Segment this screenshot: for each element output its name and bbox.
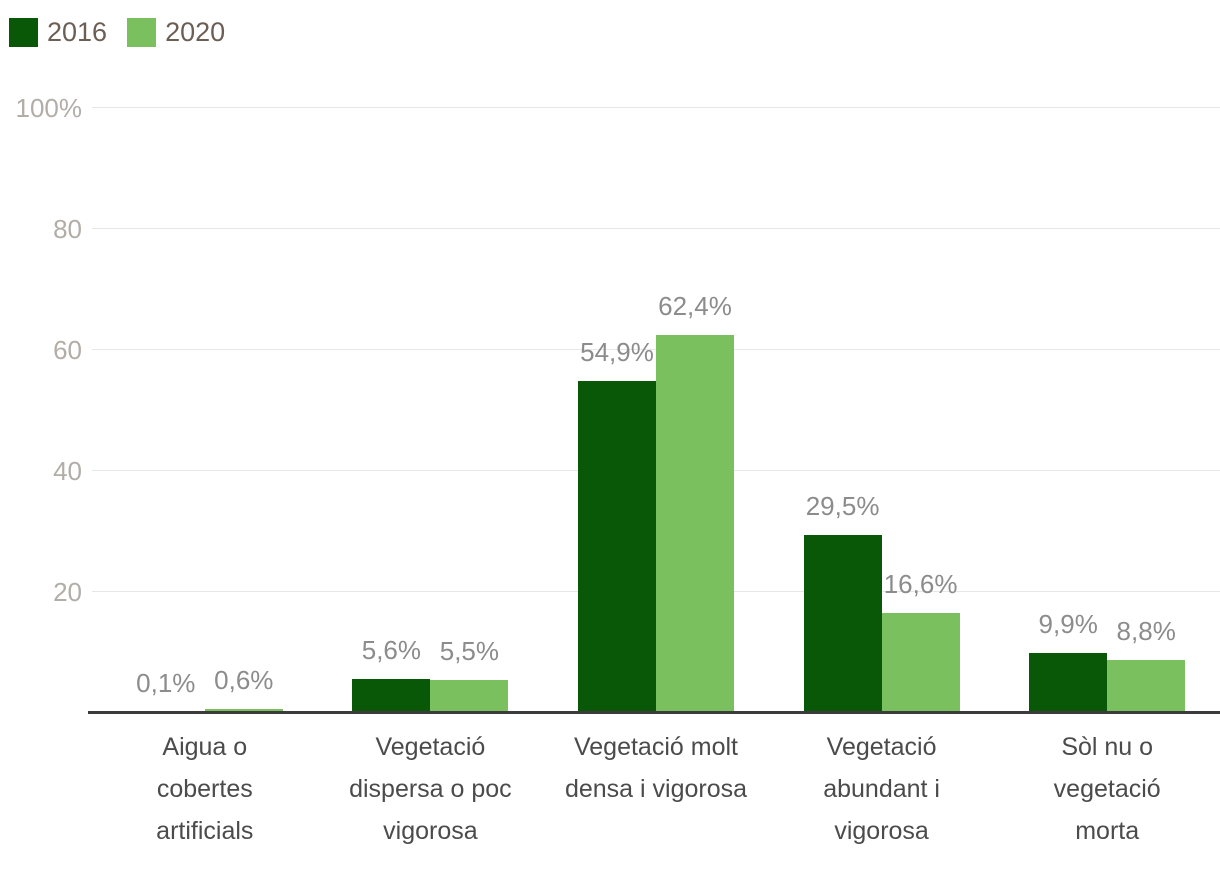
gridline-80 xyxy=(92,228,1220,229)
x-axis-line xyxy=(88,711,1220,714)
value-label-2016-5: 9,9% xyxy=(1038,609,1098,640)
bar-2020-4[interactable] xyxy=(881,612,960,713)
legend-item-2016: 2016 xyxy=(9,18,107,47)
value-label-2020-4: 16,6% xyxy=(883,568,958,599)
y-axis-label-60: 60 xyxy=(53,335,82,365)
legend-swatch-2016-icon xyxy=(9,18,38,47)
value-label-2016-4: 29,5% xyxy=(805,490,880,521)
legend-label-2016: 2016 xyxy=(47,17,108,47)
legend-swatch-2020-icon xyxy=(127,18,157,47)
bar-2020-3[interactable] xyxy=(656,335,734,713)
x-axis-label-5: Sòl nu o vegetació morta xyxy=(1053,733,1161,845)
legend-item-2020: 2020 xyxy=(127,18,225,47)
bar-2020-2[interactable] xyxy=(430,679,509,713)
value-label-2016-2: 5,6% xyxy=(361,635,422,666)
legend: 2016 2020 xyxy=(9,18,225,47)
value-label-2020-5: 8,8% xyxy=(1116,615,1176,646)
value-label-2016-1: 0,1% xyxy=(136,668,196,699)
bar-2020-5[interactable] xyxy=(1107,659,1186,713)
y-axis-label-80: 80 xyxy=(53,214,82,244)
legend-label-2020: 2020 xyxy=(165,17,226,47)
value-label-2020-1: 0,6% xyxy=(214,665,274,696)
x-axis-label-3: Vegetació molt densa i vigorosa xyxy=(564,733,748,803)
bar-2016-5[interactable] xyxy=(1029,653,1108,713)
y-axis-label-40: 40 xyxy=(53,456,82,486)
value-label-2020-2: 5,5% xyxy=(439,635,500,666)
x-axis-label-2: Vegetació dispersa o poc vigorosa xyxy=(349,733,512,845)
bar-2016-2[interactable] xyxy=(352,679,431,713)
bar-2016-4[interactable] xyxy=(803,534,882,713)
x-axis-label-1: Aigua o cobertes artificials xyxy=(156,733,254,845)
y-axis-label-100: 100% xyxy=(15,93,83,123)
x-axis-label-4: Vegetació abundant i vigorosa xyxy=(823,733,940,845)
y-axis-label-20: 20 xyxy=(53,577,82,607)
value-label-2016-3: 54,9% xyxy=(580,336,654,367)
bar-2016-3[interactable] xyxy=(578,380,656,713)
value-label-2020-3: 62,4% xyxy=(658,291,732,322)
gridline-100 xyxy=(92,107,1220,108)
